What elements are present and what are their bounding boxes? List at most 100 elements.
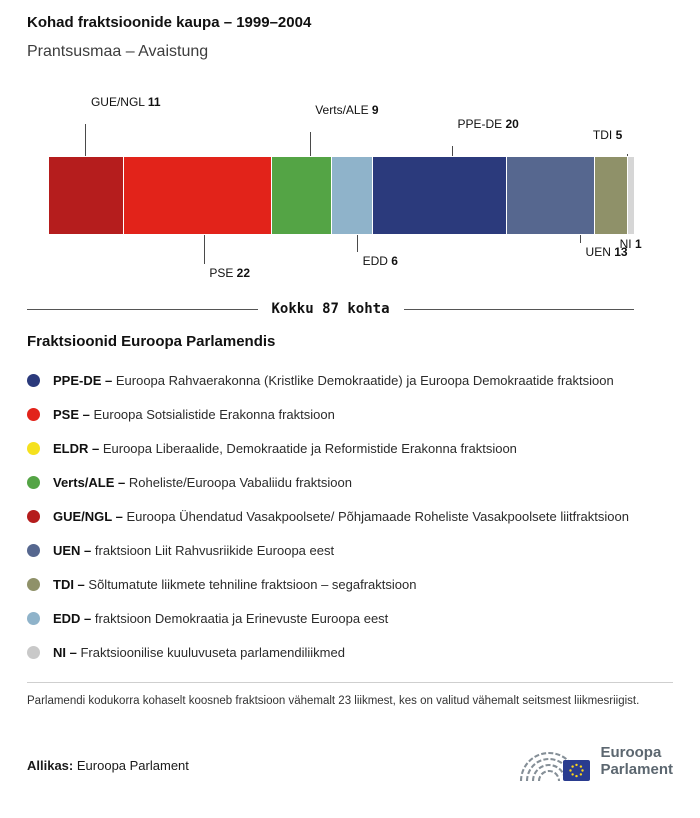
legend-desc: fraktsioon Demokraatia ja Erinevuste Eur… (94, 610, 389, 626)
legend-text: PPE-DE – Euroopa Rahvaerakonna (Kristlik… (53, 373, 614, 388)
legend-desc: Euroopa Rahvaerakonna (Kristlike Demokra… (115, 372, 614, 388)
legend-abbr: ELDR – (53, 440, 103, 456)
bar-segment-uen (506, 157, 594, 234)
total-rule-left (27, 308, 258, 310)
ep-logo-line1: Euroopa (600, 743, 662, 761)
bar-segment-edd (331, 157, 372, 234)
annotation-seat-count: 20 (505, 117, 519, 131)
legend-text: EDD – fraktsioon Demokraatia ja Erinevus… (53, 611, 388, 626)
annotation-seat-count: 22 (236, 266, 251, 280)
legend-item-ppe-de: PPE-DE – Euroopa Rahvaerakonna (Kristlik… (27, 363, 673, 397)
legend-item-edd: EDD – fraktsioon Demokraatia ja Erinevus… (27, 601, 673, 635)
legend: PPE-DE – Euroopa Rahvaerakonna (Kristlik… (27, 363, 673, 669)
legend-text: PSE – Euroopa Sotsialistide Erakonna fra… (53, 407, 335, 422)
annotation-line-verts-ale (309, 132, 311, 156)
legend-item-verts-ale: Verts/ALE – Roheliste/Euroopa Vabaliidu … (27, 465, 673, 499)
annotation-seat-count: 6 (391, 254, 398, 268)
annotation-gue-ngl: GUE/NGL 11 (91, 95, 161, 109)
annotation-group-name: NI (619, 237, 635, 251)
annotation-group-name: UEN (585, 245, 615, 259)
legend-item-eldr: ELDR – Euroopa Liberaalide, Demokraatide… (27, 431, 673, 465)
bar-segment-ni (627, 157, 634, 234)
eu-flag-icon (563, 759, 591, 781)
annotation-group-name: EDD (362, 254, 392, 268)
page-title: Kohad fraktsioonide kaupa – 1999–2004 (27, 14, 312, 31)
legend-dot-uen (27, 543, 40, 557)
annotation-line-pse (203, 235, 205, 264)
ep-logo-text: Euroopa Parlament (600, 744, 673, 779)
legend-desc: Euroopa Ühendatud Vasakpoolsete/ Põhjama… (126, 508, 629, 524)
legend-abbr: EDD – (53, 610, 95, 626)
annotation-tdi: TDI 5 (593, 128, 622, 142)
annotation-seat-count: 1 (634, 237, 642, 251)
annotation-group-name: PPE-DE (457, 117, 506, 131)
legend-dot-pse (27, 407, 40, 421)
annotation-line-ppe-de (451, 146, 453, 156)
legend-item-pse: PSE – Euroopa Sotsialistide Erakonna fra… (27, 397, 673, 431)
legend-desc: Fraktsioonilise kuuluvuseta parlamendili… (80, 644, 345, 660)
annotation-ppe-de: PPE-DE 20 (457, 117, 518, 131)
legend-abbr: PSE – (53, 406, 94, 422)
legend-abbr: Verts/ALE – (53, 474, 129, 490)
annotation-edd: EDD 6 (363, 254, 398, 268)
chart-area: GUE/NGL 11 PSE 22 Verts/ALE 9 EDD 6 PPE-DE 2… (49, 95, 642, 280)
legend-dot-eldr (27, 441, 40, 455)
infographic: Kohad fraktsioonide kaupa – 1999–2004 Pr… (27, 14, 673, 783)
legend-item-ni: NI – Fraktsioonilise kuuluvuseta parlame… (27, 635, 673, 669)
annotation-ni: NI 1 (620, 237, 642, 251)
annotation-line-uen (580, 235, 582, 243)
source: Allikas: Euroopa Parlament (27, 758, 189, 773)
annotation-seat-count: 9 (371, 103, 379, 117)
annotation-uen: UEN 13 (586, 245, 628, 259)
total-label: Kokku 87 kohta (271, 301, 390, 317)
bottom-row: Allikas: Euroopa Parlament (27, 739, 673, 783)
annotation-line-gue-ngl (85, 124, 87, 156)
annotation-seat-count: 13 (614, 245, 628, 259)
footnote: Parlamendi kodukorra kohaselt koosneb fr… (27, 695, 640, 707)
annotation-group-name: GUE/NGL (90, 95, 148, 109)
total-row: Kokku 87 kohta (27, 301, 635, 317)
legend-dot-tdi (27, 577, 40, 591)
legend-text: TDI – Sõltumatute liikmete tehniline fra… (53, 577, 416, 592)
stacked-bar (49, 157, 634, 234)
legend-desc: Roheliste/Euroopa Vabaliidu fraktsioon (128, 474, 352, 490)
total-rule-right (403, 308, 635, 310)
legend-desc: Euroopa Liberaalide, Demokraatide ja Ref… (102, 440, 517, 456)
annotation-group-name: PSE (209, 266, 237, 280)
legend-item-uen: UEN – fraktsioon Liit Rahvusriikide Euro… (27, 533, 673, 567)
annotation-seat-count: 11 (147, 95, 161, 109)
legend-dot-ppe-de (27, 373, 40, 387)
bar-segment-pse (122, 157, 271, 234)
legend-text: Verts/ALE – Roheliste/Euroopa Vabaliidu … (53, 475, 352, 490)
ep-logo-line2: Parlament (600, 760, 673, 778)
legend-dot-ni (27, 645, 40, 659)
legend-abbr: PPE-DE – (53, 372, 116, 388)
annotation-group-name: Verts/ALE (315, 103, 372, 117)
legend-text: NI – Fraktsioonilise kuuluvuseta parlame… (53, 645, 345, 660)
legend-dot-gue-ngl (27, 509, 40, 523)
legend-abbr: GUE/NGL – (53, 508, 127, 524)
legend-text: UEN – fraktsioon Liit Rahvusriikide Euro… (53, 543, 334, 558)
annotation-line-tdi (626, 154, 628, 156)
legend-desc: Sõltumatute liikmete tehniline fraktsioo… (88, 576, 417, 592)
divider (27, 682, 673, 683)
bar-segment-gue-ngl (49, 157, 123, 234)
legend-dot-verts-ale (27, 475, 40, 489)
legend-dot-edd (27, 611, 40, 625)
annotation-verts-ale: Verts/ALE 9 (315, 103, 378, 117)
legend-abbr: NI – (53, 644, 81, 660)
legend-title: Fraktsioonid Euroopa Parlamendis (27, 333, 276, 350)
legend-desc: fraktsioon Liit Rahvusriikide Euroopa ee… (94, 542, 335, 558)
legend-text: GUE/NGL – Euroopa Ühendatud Vasakpoolset… (53, 509, 629, 524)
source-text: Euroopa Parlament (76, 757, 189, 773)
legend-item-gue-ngl: GUE/NGL – Euroopa Ühendatud Vasakpoolset… (27, 499, 673, 533)
source-label: Allikas: (27, 757, 74, 773)
legend-desc: Euroopa Sotsialistide Erakonna fraktsioo… (93, 406, 335, 422)
bar-segment-verts-ale (270, 157, 332, 234)
legend-item-tdi: TDI – Sõltumatute liikmete tehniline fra… (27, 567, 673, 601)
bar-segment-tdi (593, 157, 628, 234)
ep-hemicycle-icon (520, 751, 591, 781)
bar-segment-ppe-de (371, 157, 507, 234)
legend-abbr: TDI – (53, 576, 89, 592)
annotation-line-edd (357, 235, 359, 252)
